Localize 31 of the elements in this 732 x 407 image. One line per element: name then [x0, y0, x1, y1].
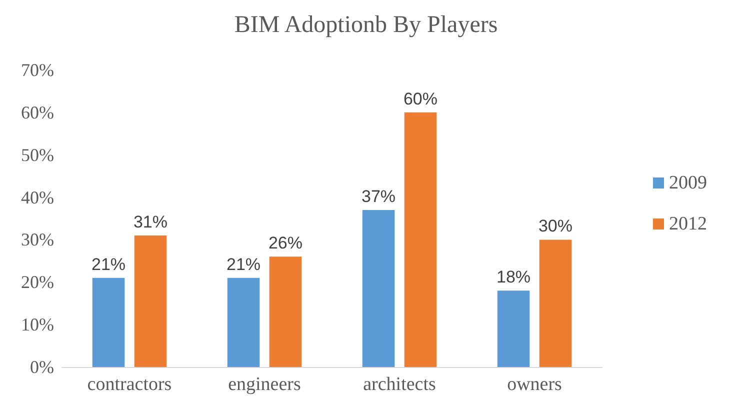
- bar: [134, 235, 167, 367]
- data-label: 21%: [92, 254, 126, 274]
- bar: [269, 256, 302, 367]
- bar: [497, 290, 530, 367]
- data-label: 31%: [133, 212, 168, 232]
- y-tick-label: 0%: [30, 357, 54, 377]
- bar: [227, 278, 260, 367]
- y-tick-label: 50%: [21, 144, 54, 165]
- y-tick-label: 40%: [21, 187, 54, 208]
- bar: [404, 112, 437, 367]
- y-tick-label: 30%: [21, 230, 54, 250]
- bar: [362, 210, 395, 367]
- data-label: 37%: [362, 187, 396, 206]
- data-label: 21%: [226, 254, 261, 274]
- y-tick-label: 60%: [21, 102, 54, 122]
- y-tick-label: 10%: [21, 314, 54, 335]
- y-tick-label: 70%: [21, 60, 54, 80]
- x-tick-label: contractors: [87, 374, 172, 395]
- x-tick-label: owners: [507, 374, 562, 395]
- legend-label: 2009: [669, 172, 707, 194]
- legend-label: 2012: [669, 214, 707, 234]
- data-label: 30%: [538, 216, 572, 236]
- bar: [92, 278, 125, 367]
- chart-title: BIM Adoptionb By Players: [234, 12, 498, 38]
- data-label: 18%: [496, 268, 531, 287]
- bar: [539, 240, 572, 367]
- x-tick-label: architects: [363, 374, 436, 395]
- y-tick-label: 20%: [21, 272, 54, 292]
- data-label: 60%: [403, 89, 438, 108]
- x-tick-label: engineers: [228, 374, 301, 395]
- data-label: 26%: [268, 234, 302, 253]
